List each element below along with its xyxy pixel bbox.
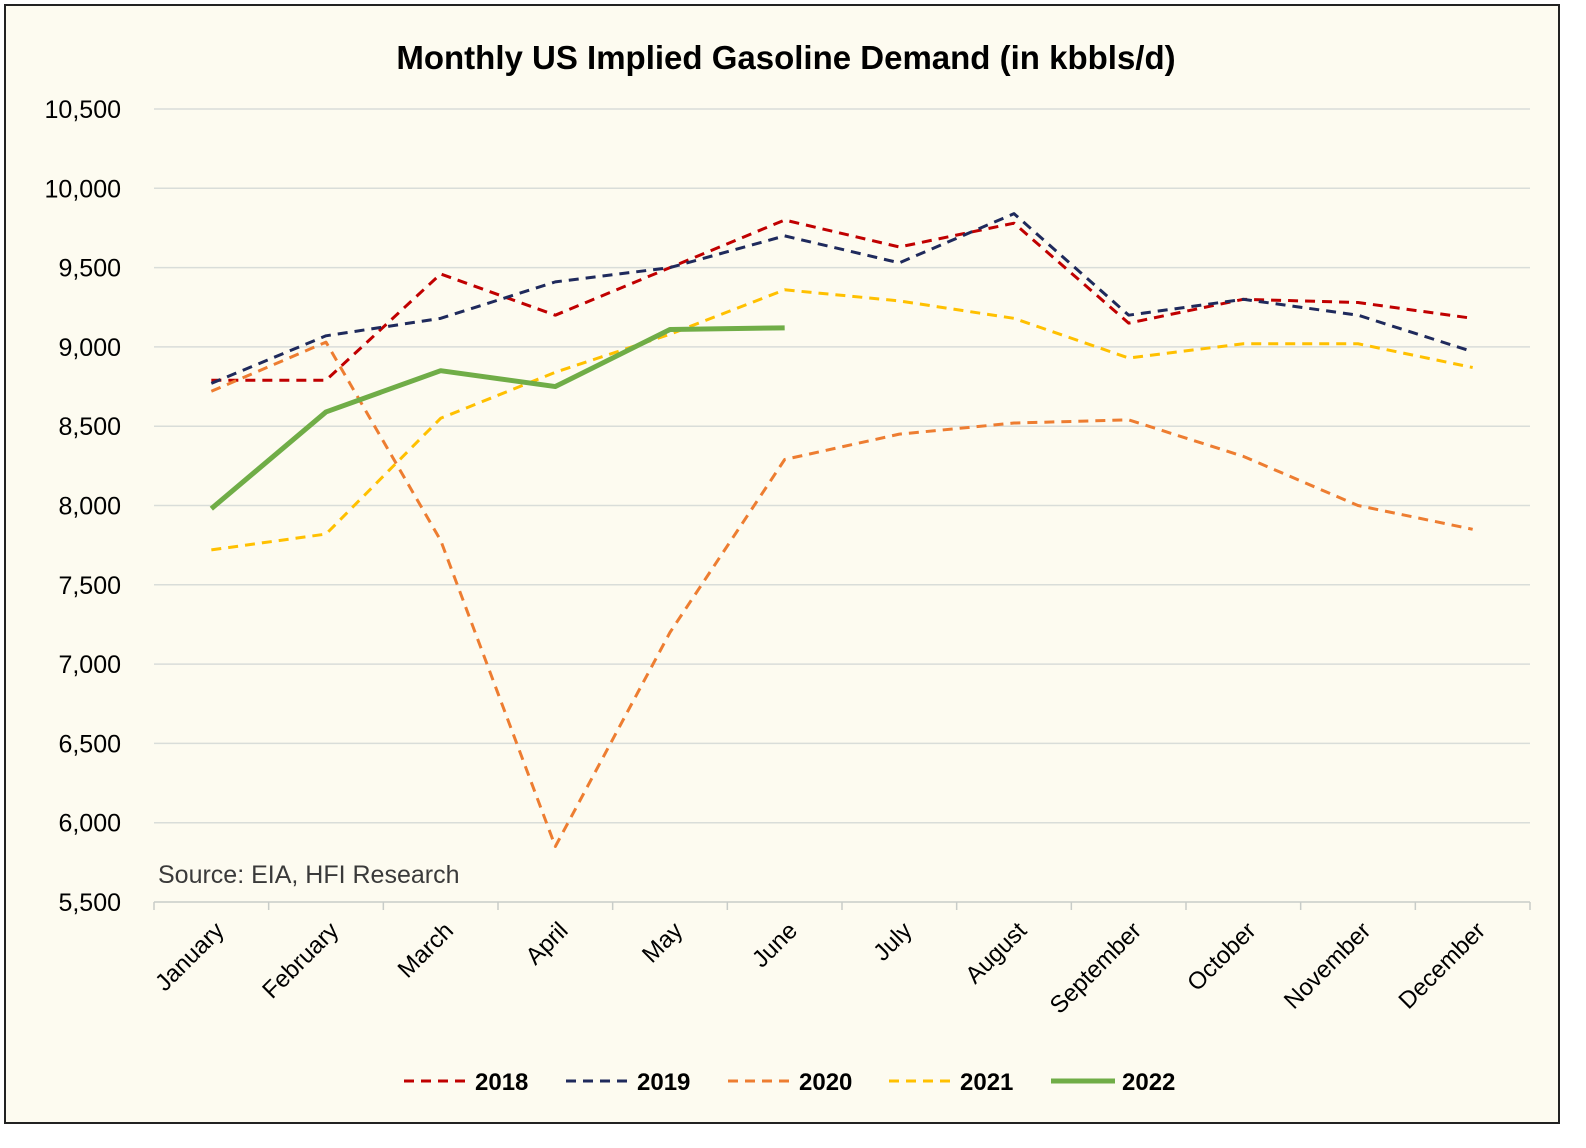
x-tick-label: March [393,917,459,983]
y-tick-label: 5,500 [58,889,121,917]
y-tick-label: 7,000 [58,651,121,679]
legend-label-2022: 2022 [1122,1069,1175,1096]
x-tick-label: September [1045,917,1147,1019]
y-tick-label: 8,500 [58,413,121,441]
series-lines [209,212,1474,848]
y-axis-ticks: 5,500 6,000 6,500 7,000 7,500 8,000 8,500 9,000… [45,96,121,917]
x-tick-label: December [1394,917,1491,1014]
y-tick-label: 9,500 [58,255,121,283]
x-tick-label: August [960,917,1032,989]
x-tick-label: May [637,917,688,968]
x-tick-label: January [150,917,229,996]
y-tick-label: 7,500 [58,572,121,600]
chart-frame: Monthly US Implied Gasoline Demand (in k… [4,4,1560,1124]
series-line-2020 [210,340,1473,848]
x-tick-label: February [257,917,344,1004]
gridlines [154,108,1530,824]
legend-label-2021: 2021 [960,1069,1013,1096]
legend-label-2020: 2020 [799,1069,852,1096]
legend-label-2019: 2019 [637,1069,690,1096]
series-line-2018 [211,218,1473,382]
y-tick-label: 8,000 [58,493,121,521]
x-tick-label: April [521,917,574,970]
x-axis: January February March April May June July Augu… [150,901,1531,1019]
series-line-2021 [211,288,1473,552]
x-tick-label: November [1279,917,1376,1014]
x-tick-label: July [868,917,917,966]
legend-label-2018: 2018 [475,1069,528,1096]
source-note: Source: EIA, HFI Research [158,861,460,889]
chart-title: Monthly US Implied Gasoline Demand (in k… [396,39,1175,76]
x-tick-label: October [1182,917,1261,996]
series-line-2022 [209,325,785,511]
series-line-2019 [210,212,1474,385]
y-tick-label: 10,000 [45,175,121,203]
y-tick-label: 6,500 [58,730,121,758]
legend: 2018 2019 2020 2021 2022 [404,1069,1175,1096]
y-tick-label: 10,500 [45,96,121,124]
x-tick-label: June [747,917,803,973]
y-tick-label: 9,000 [58,334,121,362]
y-tick-label: 6,000 [58,810,121,838]
line-chart: Monthly US Implied Gasoline Demand (in k… [45,39,1531,1096]
